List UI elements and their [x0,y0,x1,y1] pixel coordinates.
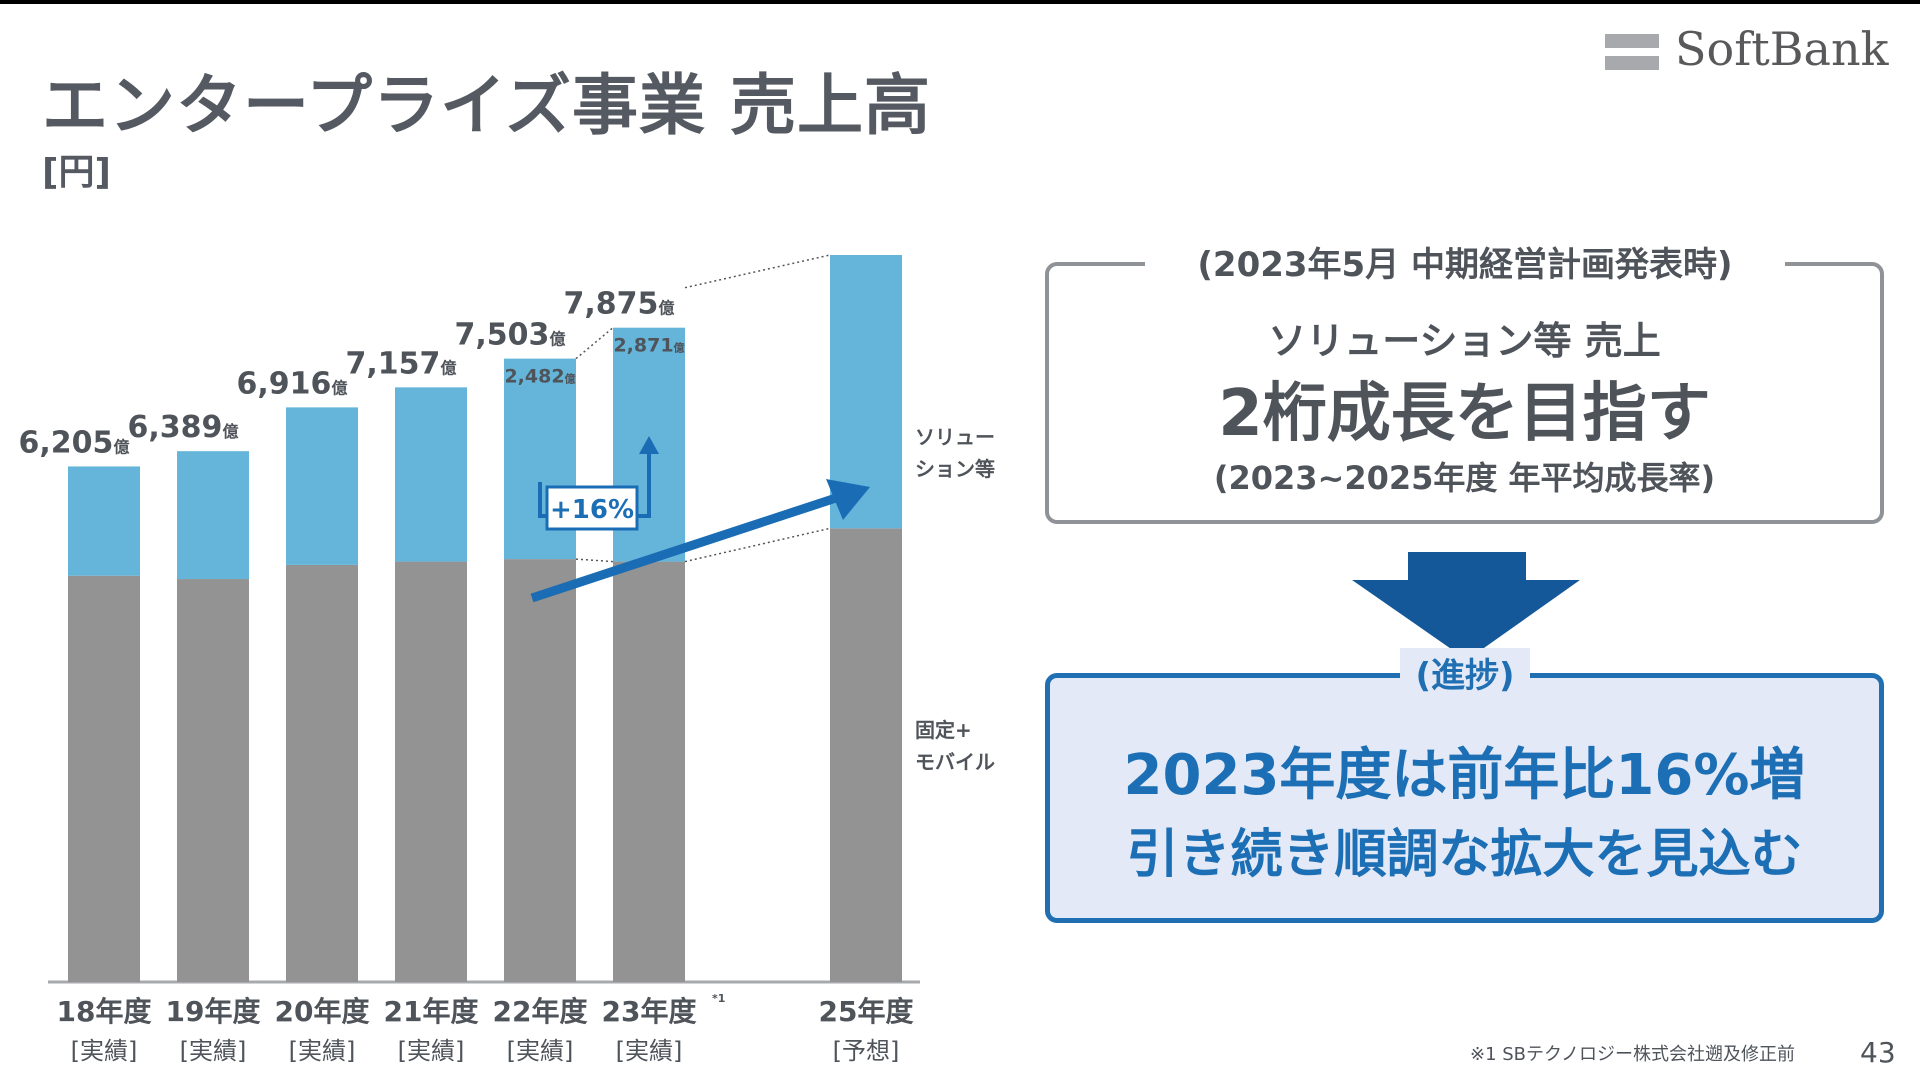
total-value-label: 6,205億 [19,425,130,460]
connector-line [575,327,614,360]
legend-solution: ション等 [915,457,995,481]
progress-box [1045,673,1884,923]
page-number: 43 [1860,1036,1896,1069]
solution-value-label: 2,871億 [613,335,684,357]
category-sublabel: [実績] [616,1037,683,1065]
logo-bar-icon [1605,34,1659,48]
trend-arrow-line [530,491,844,603]
footnote: ※1 SBテクノロジー株式会社遡及修正前 [1470,1044,1795,1065]
plan-line-1: ソリューション等 売上 [1268,319,1661,363]
logo-wordmark: SoftBank [1675,22,1889,76]
total-value-label: 6,916億 [237,366,348,401]
legend-fixed-mobile: モバイル [915,750,995,774]
progress-line-1: 2023年度は前年比16%増 [1123,743,1806,808]
top-border [0,0,1920,4]
category-sublabel: [実績] [398,1037,465,1065]
legend-fixed-mobile: 固定+ [915,718,972,742]
progress-header: (進捗) [1400,648,1530,697]
category-label: 18年度 [57,995,152,1028]
bar-fixed-mobile [68,575,140,982]
unit-label: [円] [42,152,111,193]
growth-label: +16% [550,495,634,525]
bar-solution [177,451,249,580]
category-sublabel: [予想] [833,1037,900,1065]
category-label: 19年度 [166,995,261,1028]
trend-arrowhead-icon [826,479,870,520]
logo-bar-icon [1605,56,1659,70]
bar-fixed-mobile [504,559,576,982]
down-arrow-icon [1352,552,1580,660]
category-note: *1 [712,992,725,1005]
total-value-label: 7,875億 [564,287,675,322]
bar-fixed-mobile [286,564,358,982]
connector-line [575,558,614,563]
revenue-bar-chart: 18年度 [実績] 6,205億 19年度 [実績] 6,389億 20年度 [実績] 6,91… [19,254,995,1065]
bar-fixed-mobile [395,561,467,982]
bar-fixed-mobile [830,528,902,982]
bar-solution [395,387,467,562]
bar-fixed-mobile [613,561,685,982]
category-sublabel: [実績] [71,1037,138,1065]
bar-fixed-mobile [177,579,249,982]
category-sublabel: [実績] [180,1037,247,1065]
page-title: エンタープライズ事業 売上高 [42,67,932,144]
category-label: 20年度 [275,995,370,1028]
legend-solution: ソリュー [915,425,995,449]
total-value-label: 7,157億 [346,346,457,381]
category-sublabel: [実績] [289,1037,356,1065]
connector-line [684,254,831,289]
growth-label-box [545,485,639,531]
bar-solution [286,407,358,565]
category-label: 25年度 [819,995,914,1028]
plan-header: (2023年5月 中期経営計画発表時) [1145,237,1785,286]
total-value-label: 6,389億 [128,410,239,445]
solution-value-label: 2,482億 [504,366,575,388]
progress-line-2: 引き続き順調な拡大を見込む [1126,825,1803,885]
category-label: 23年度 [602,995,697,1028]
category-label: 21年度 [384,995,479,1028]
category-label: 22年度 [493,995,588,1028]
plan-line-2: 2桁成長を目指す [1218,377,1711,451]
bar-solution [68,466,140,576]
category-sublabel: [実績] [507,1037,574,1065]
plan-line-3: (2023~2025年度 年平均成長率) [1213,459,1716,497]
growth-arrowhead-icon [639,436,659,454]
total-value-label: 7,503億 [455,318,566,353]
